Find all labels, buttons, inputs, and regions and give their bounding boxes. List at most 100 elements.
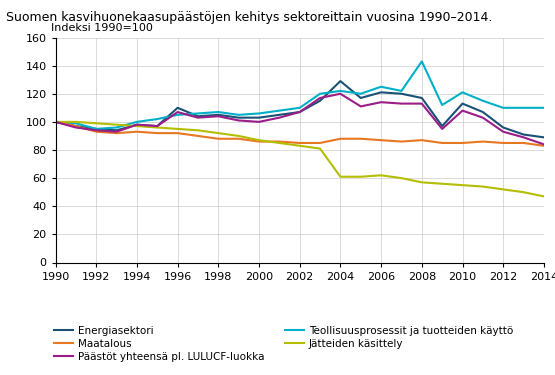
Energiasektori — [73, 124, 79, 128]
Päästöt yhteensä pl. LULUCF-luokka — [276, 116, 282, 120]
Teollisuusprosessit ja tuotteiden käyttö — [357, 92, 364, 96]
Teollisuusprosessit ja tuotteiden käyttö — [520, 106, 527, 110]
Jätteiden käsittely — [337, 174, 344, 179]
Energiasektori — [357, 96, 364, 100]
Teollisuusprosessit ja tuotteiden käyttö — [337, 89, 344, 93]
Maatalous — [337, 136, 344, 141]
Teollisuusprosessit ja tuotteiden käyttö — [480, 99, 486, 103]
Maatalous — [317, 141, 324, 145]
Päästöt yhteensä pl. LULUCF-luokka — [154, 124, 160, 128]
Teollisuusprosessit ja tuotteiden käyttö — [195, 111, 201, 116]
Jätteiden käsittely — [113, 123, 120, 127]
Jätteiden käsittely — [541, 194, 547, 199]
Päästöt yhteensä pl. LULUCF-luokka — [337, 92, 344, 96]
Line: Teollisuusprosessit ja tuotteiden käyttö: Teollisuusprosessit ja tuotteiden käyttö — [56, 62, 544, 129]
Päästöt yhteensä pl. LULUCF-luokka — [52, 120, 59, 124]
Teollisuusprosessit ja tuotteiden käyttö — [317, 92, 324, 96]
Maatalous — [439, 141, 446, 145]
Legend: Energiasektori, Maatalous, Päästöt yhteensä pl. LULUCF-luokka, Teollisuusprosess: Energiasektori, Maatalous, Päästöt yhtee… — [49, 321, 517, 366]
Jätteiden käsittely — [52, 120, 59, 124]
Maatalous — [113, 131, 120, 135]
Päästöt yhteensä pl. LULUCF-luokka — [541, 142, 547, 147]
Teollisuusprosessit ja tuotteiden käyttö — [215, 110, 221, 114]
Maatalous — [93, 129, 99, 134]
Jätteiden käsittely — [276, 141, 282, 145]
Maatalous — [154, 131, 160, 135]
Maatalous — [418, 138, 425, 142]
Energiasektori — [276, 112, 282, 117]
Päästöt yhteensä pl. LULUCF-luokka — [378, 100, 385, 105]
Teollisuusprosessit ja tuotteiden käyttö — [296, 106, 303, 110]
Jätteiden käsittely — [195, 128, 201, 133]
Päästöt yhteensä pl. LULUCF-luokka — [459, 108, 466, 113]
Jätteiden käsittely — [398, 176, 405, 180]
Maatalous — [541, 144, 547, 148]
Energiasektori — [93, 127, 99, 131]
Text: Indeksi 1990=100: Indeksi 1990=100 — [51, 23, 153, 33]
Jätteiden käsittely — [480, 184, 486, 189]
Maatalous — [459, 141, 466, 145]
Maatalous — [480, 140, 486, 144]
Energiasektori — [337, 79, 344, 83]
Maatalous — [235, 136, 242, 141]
Päästöt yhteensä pl. LULUCF-luokka — [500, 129, 507, 134]
Päästöt yhteensä pl. LULUCF-luokka — [398, 101, 405, 106]
Energiasektori — [541, 135, 547, 140]
Päästöt yhteensä pl. LULUCF-luokka — [195, 116, 201, 120]
Jätteiden käsittely — [134, 124, 140, 128]
Energiasektori — [134, 123, 140, 127]
Teollisuusprosessit ja tuotteiden käyttö — [418, 59, 425, 64]
Teollisuusprosessit ja tuotteiden käyttö — [439, 103, 446, 107]
Päästöt yhteensä pl. LULUCF-luokka — [113, 129, 120, 134]
Teollisuusprosessit ja tuotteiden käyttö — [276, 108, 282, 113]
Päästöt yhteensä pl. LULUCF-luokka — [215, 114, 221, 118]
Line: Päästöt yhteensä pl. LULUCF-luokka: Päästöt yhteensä pl. LULUCF-luokka — [56, 94, 544, 144]
Energiasektori — [174, 106, 181, 110]
Päästöt yhteensä pl. LULUCF-luokka — [439, 127, 446, 131]
Teollisuusprosessit ja tuotteiden käyttö — [174, 112, 181, 117]
Energiasektori — [296, 110, 303, 114]
Jätteiden käsittely — [93, 121, 99, 126]
Teollisuusprosessit ja tuotteiden käyttö — [113, 125, 120, 130]
Päästöt yhteensä pl. LULUCF-luokka — [256, 120, 263, 124]
Maatalous — [357, 136, 364, 141]
Maatalous — [174, 131, 181, 135]
Teollisuusprosessit ja tuotteiden käyttö — [398, 89, 405, 93]
Päästöt yhteensä pl. LULUCF-luokka — [93, 128, 99, 133]
Maatalous — [215, 136, 221, 141]
Energiasektori — [317, 99, 324, 103]
Jätteiden käsittely — [418, 180, 425, 184]
Energiasektori — [500, 125, 507, 130]
Jätteiden käsittely — [215, 131, 221, 135]
Jätteiden käsittely — [500, 187, 507, 192]
Maatalous — [398, 140, 405, 144]
Jätteiden käsittely — [378, 173, 385, 178]
Line: Jätteiden käsittely: Jätteiden käsittely — [56, 122, 544, 196]
Päästöt yhteensä pl. LULUCF-luokka — [357, 104, 364, 109]
Jätteiden käsittely — [296, 144, 303, 148]
Päästöt yhteensä pl. LULUCF-luokka — [480, 116, 486, 120]
Jätteiden käsittely — [520, 190, 527, 194]
Teollisuusprosessit ja tuotteiden käyttö — [134, 120, 140, 124]
Jätteiden käsittely — [235, 134, 242, 138]
Päästöt yhteensä pl. LULUCF-luokka — [174, 110, 181, 114]
Teollisuusprosessit ja tuotteiden käyttö — [93, 127, 99, 131]
Energiasektori — [378, 90, 385, 94]
Energiasektori — [235, 116, 242, 120]
Jätteiden käsittely — [256, 138, 263, 142]
Teollisuusprosessit ja tuotteiden käyttö — [459, 90, 466, 94]
Energiasektori — [520, 132, 527, 137]
Maatalous — [520, 141, 527, 145]
Energiasektori — [195, 114, 201, 118]
Päästöt yhteensä pl. LULUCF-luokka — [235, 118, 242, 123]
Teollisuusprosessit ja tuotteiden käyttö — [235, 112, 242, 117]
Teollisuusprosessit ja tuotteiden käyttö — [541, 106, 547, 110]
Text: Suomen kasvihuonekaasupäästöjen kehitys sektoreittain vuosina 1990–2014.: Suomen kasvihuonekaasupäästöjen kehitys … — [6, 11, 492, 24]
Maatalous — [500, 141, 507, 145]
Line: Energiasektori: Energiasektori — [56, 81, 544, 137]
Päästöt yhteensä pl. LULUCF-luokka — [73, 125, 79, 130]
Päästöt yhteensä pl. LULUCF-luokka — [317, 96, 324, 100]
Energiasektori — [439, 124, 446, 128]
Energiasektori — [52, 120, 59, 124]
Jätteiden käsittely — [439, 182, 446, 186]
